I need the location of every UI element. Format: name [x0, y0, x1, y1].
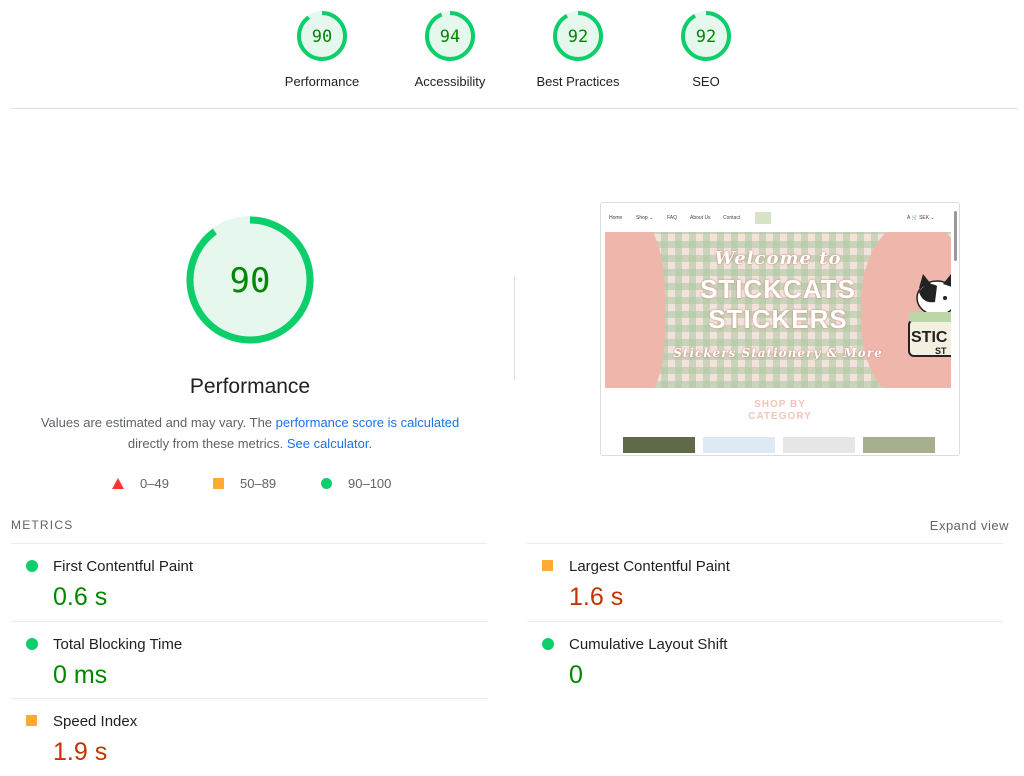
metrics-heading: METRICS: [11, 518, 74, 532]
see-calculator-link[interactable]: See calculator.: [286, 436, 373, 451]
gauge-label: Best Practices: [536, 74, 620, 89]
gauge-label: Accessibility: [414, 74, 486, 89]
thumb-nav-item: Contact: [723, 215, 741, 221]
tile: [863, 437, 935, 453]
thumb-shop-by-category: SHOP BY CATEGORY: [601, 399, 959, 423]
metric-name: First Contentful Paint: [53, 558, 194, 575]
decor-blob: [605, 232, 665, 388]
thumb-logo: [755, 212, 771, 224]
thumb-nav-item: Shop ⌄: [636, 215, 654, 221]
shop-by-line: SHOP BY: [754, 399, 806, 410]
shop-by-line: CATEGORY: [748, 411, 812, 422]
gauge-score: 92: [696, 27, 716, 47]
metric-name: Cumulative Layout Shift: [569, 636, 728, 653]
gauge-ring: 94: [425, 11, 475, 61]
score-legend: 0–49 50–89 90–100: [0, 476, 500, 494]
square-icon: [213, 478, 224, 489]
hero-line: STICKCATS: [700, 274, 856, 304]
thumb-category-tiles: [623, 437, 935, 453]
metric-first-contentful-paint[interactable]: First Contentful Paint 0.6 s: [11, 543, 487, 621]
gauge-ring: 92: [681, 11, 731, 61]
divider: [10, 108, 1018, 109]
performance-title: Performance: [189, 375, 311, 398]
metric-name: Total Blocking Time: [53, 636, 183, 653]
gauge-label: SEO: [692, 74, 720, 89]
hero-line: Welcome to: [714, 248, 842, 269]
divider: [514, 277, 515, 380]
gauge-score: 92: [568, 27, 588, 47]
legend-pass: 90–100: [321, 476, 391, 491]
final-screenshot[interactable]: Home Shop ⌄ FAQ About Us Contact A 🛒 SEK…: [600, 202, 960, 456]
thumb-nav-item: About Us: [690, 215, 711, 221]
pass-circle-icon: [26, 560, 38, 572]
metric-value: 0 ms: [53, 661, 108, 689]
performance-score-link[interactable]: performance score is calculated: [275, 415, 460, 430]
gauge-score: 94: [440, 27, 460, 47]
metric-total-blocking-time[interactable]: Total Blocking Time 0 ms: [11, 621, 487, 699]
thumb-scrollbar: [954, 211, 957, 261]
hero-line: Stickers Stationery & More: [673, 346, 883, 360]
performance-gauge-large: 90: [120, 210, 380, 355]
gauge-ring: 90: [297, 11, 347, 61]
metric-value: 1.6 s: [569, 583, 624, 611]
metric-name: Speed Index: [53, 713, 138, 730]
legend-range: 50–89: [240, 476, 277, 491]
legend-average: 50–89: [213, 476, 276, 491]
performance-description: Values are estimated and may vary. The p…: [40, 412, 460, 454]
gauge-best-practices[interactable]: 92 Best Practices: [518, 0, 638, 89]
metric-value: 0: [569, 661, 583, 689]
legend-fail: 0–49: [112, 476, 169, 491]
thumb-hero: Welcome to STICKCATS STICKERS Stickers S…: [605, 232, 951, 388]
expand-view-button[interactable]: Expand view: [929, 518, 1009, 533]
metric-value: 1.9 s: [53, 738, 108, 766]
metric-cumulative-layout-shift[interactable]: Cumulative Layout Shift 0: [527, 621, 1003, 699]
tile: [623, 437, 695, 453]
pass-circle-icon: [26, 638, 38, 650]
legend-range: 90–100: [348, 476, 392, 491]
gauge-ring: 92: [553, 11, 603, 61]
gauge-accessibility[interactable]: 94 Accessibility: [390, 0, 510, 89]
tile: [783, 437, 855, 453]
desc-text: Values are estimated and may vary. The: [40, 415, 276, 430]
metric-speed-index[interactable]: Speed Index 1.9 s: [11, 698, 487, 776]
cat-sign-text: STIC: [911, 329, 948, 346]
triangle-icon: [112, 478, 124, 489]
cat-sign-text: ST: [935, 346, 947, 356]
average-square-icon: [26, 715, 37, 726]
gauge-performance[interactable]: 90 Performance: [262, 0, 382, 89]
cat-mascot-icon: STIC ST: [908, 274, 951, 357]
score-gauges: 90 Performance 94 Accessibility 92 Best …: [0, 0, 1024, 108]
legend-range: 0–49: [140, 476, 169, 491]
thumb-nav-right: A 🛒 SEK ⌄: [907, 215, 935, 221]
gauge-ring-large: 90: [186, 216, 314, 344]
thumb-nav: Home Shop ⌄ FAQ About Us Contact A 🛒 SEK…: [601, 203, 959, 231]
pass-circle-icon: [542, 638, 554, 650]
thumb-nav-item: FAQ: [667, 215, 678, 221]
hero-line: STICKERS: [708, 304, 848, 334]
metric-name: Largest Contentful Paint: [569, 558, 730, 575]
gauge-score: 90: [312, 27, 332, 47]
metric-value: 0.6 s: [53, 583, 108, 611]
tile: [703, 437, 775, 453]
metric-largest-contentful-paint[interactable]: Largest Contentful Paint 1.6 s: [527, 543, 1003, 621]
average-square-icon: [542, 560, 553, 571]
performance-score: 90: [230, 261, 271, 301]
gauge-seo[interactable]: 92 SEO: [646, 0, 766, 89]
thumb-nav-item: Home: [609, 215, 623, 221]
gauge-label: Performance: [284, 74, 360, 89]
desc-text: directly from these metrics.: [127, 436, 287, 451]
circle-icon: [321, 478, 332, 489]
